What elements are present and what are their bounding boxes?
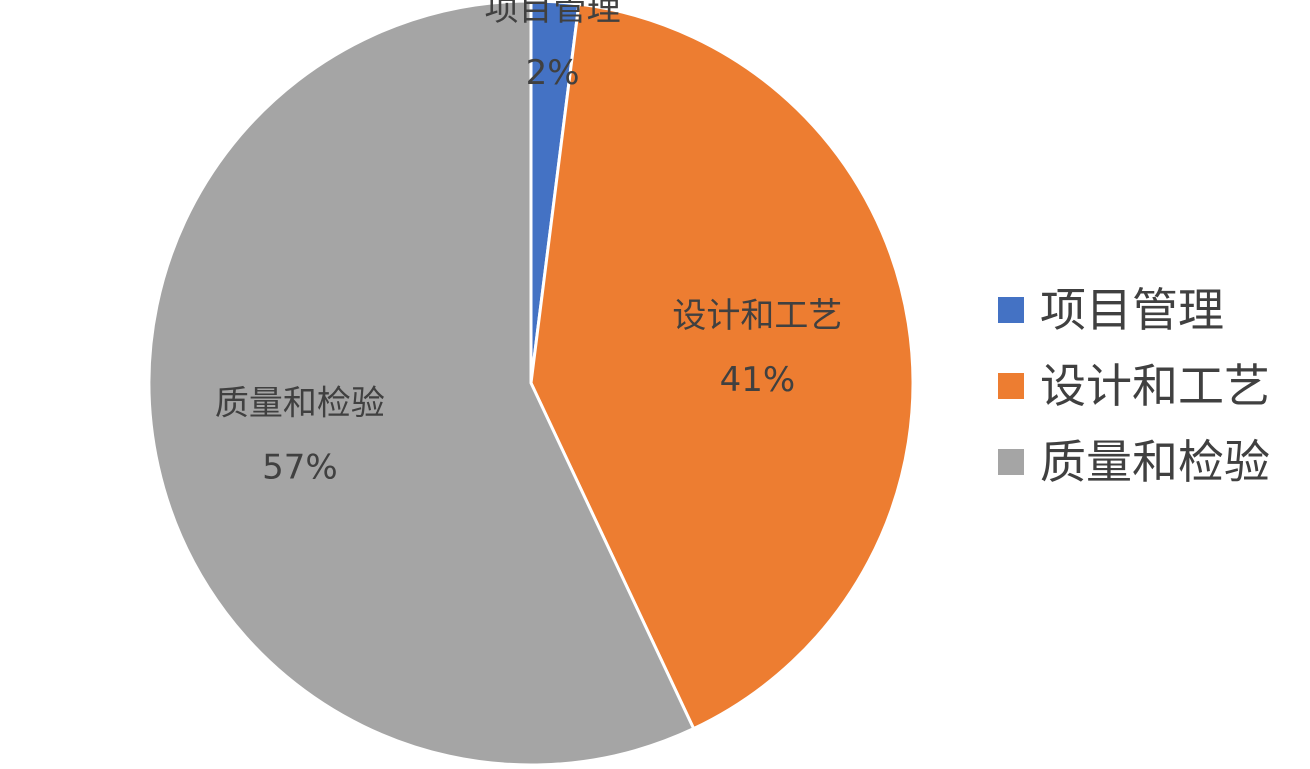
legend: 项目管理 设计和工艺 质量和检验 <box>998 272 1303 500</box>
data-label-name-project-management: 项目管理 <box>485 0 621 29</box>
legend-label-design-process: 设计和工艺 <box>1040 359 1270 413</box>
pie-slice-design-process[interactable] <box>529 2 915 731</box>
legend-swatch-design-process <box>998 373 1024 399</box>
pie-slice-quality-inspection[interactable] <box>147 0 696 767</box>
legend-label-quality-inspection: 质量和检验 <box>1040 435 1270 489</box>
data-label-value-quality-inspection: 57% <box>262 448 338 488</box>
data-label-name-quality-inspection: 质量和检验 <box>215 384 385 424</box>
pie-slices <box>147 0 915 767</box>
data-label-name-design-process: 设计和工艺 <box>672 296 842 336</box>
legend-swatch-quality-inspection <box>998 449 1024 475</box>
legend-label-project-management: 项目管理 <box>1040 283 1224 337</box>
legend-swatch-project-management <box>998 297 1024 323</box>
legend-item-design-process[interactable]: 设计和工艺 <box>998 348 1303 424</box>
legend-item-project-management[interactable]: 项目管理 <box>998 272 1303 348</box>
data-label-value-design-process: 41% <box>720 360 796 400</box>
legend-item-quality-inspection[interactable]: 质量和检验 <box>998 424 1303 500</box>
data-label-value-project-management: 2% <box>526 53 580 93</box>
pie-data-labels: 项目管理 2% 设计和工艺 41% 质量和检验 57% <box>215 0 843 488</box>
